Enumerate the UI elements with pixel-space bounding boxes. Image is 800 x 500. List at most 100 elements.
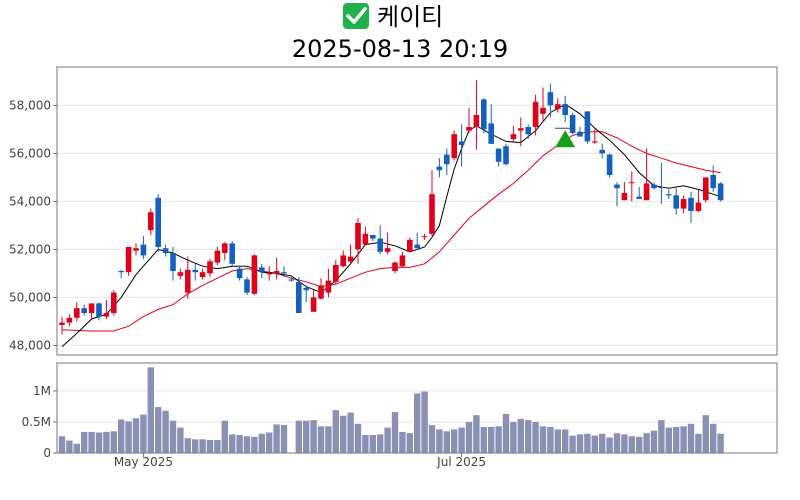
volume-bar: [710, 423, 717, 453]
candle-body: [473, 115, 480, 127]
volume-bar: [155, 407, 162, 453]
candle: [148, 208, 154, 235]
volume-bar: [465, 421, 473, 453]
candle: [273, 257, 280, 280]
candle-body: [133, 248, 139, 251]
candle: [347, 244, 354, 264]
candle-body: [658, 187, 665, 189]
candle: [81, 304, 87, 316]
volume-bar: [680, 426, 687, 453]
candle: [636, 187, 642, 199]
candle: [96, 302, 102, 321]
volume-bar: [584, 433, 591, 453]
candle: [621, 182, 628, 201]
candle: [288, 277, 295, 282]
volume-bar: [591, 435, 598, 453]
candle-body: [185, 269, 191, 293]
candle: [540, 87, 546, 123]
candle: [155, 194, 161, 252]
volume-bar: [169, 420, 177, 453]
candle-body: [207, 261, 213, 274]
candle-body: [244, 279, 250, 293]
candle: [643, 148, 650, 201]
candle-body: [74, 308, 80, 318]
candle-body: [125, 247, 132, 273]
company-name: 케이티: [377, 3, 443, 31]
volume-bar: [636, 436, 643, 453]
volume-bar: [251, 436, 258, 453]
candle-body: [251, 255, 258, 294]
candle: [695, 189, 702, 213]
volume-bar: [229, 434, 236, 453]
volume-bar: [325, 426, 332, 453]
candle-body: [584, 111, 591, 142]
candle: [688, 191, 694, 223]
volume-bar: [332, 410, 339, 453]
volume-bar: [310, 420, 317, 453]
candle: [222, 242, 228, 261]
candle-body: [170, 253, 176, 271]
volume-bar: [621, 434, 628, 453]
check-mark-icon-glyph: [346, 7, 367, 24]
candle-body: [555, 104, 561, 109]
candle: [140, 236, 147, 259]
candle: [266, 266, 272, 281]
volume-bar: [95, 432, 103, 453]
volume-bar: [451, 429, 458, 453]
volume-bar: [295, 420, 302, 453]
volume-bar: [495, 426, 502, 453]
volume-bar: [66, 440, 73, 453]
candle: [185, 256, 191, 299]
volume-bar: [369, 435, 376, 453]
candle-body: [273, 271, 280, 274]
volume-bar: [525, 420, 532, 453]
volume-bar: [717, 433, 724, 453]
volume-bar: [569, 435, 576, 453]
candle: [325, 268, 332, 298]
candle: [370, 235, 376, 241]
candle: [399, 251, 406, 268]
candle: [74, 302, 80, 322]
candle: [118, 269, 124, 279]
volume-bar: [391, 412, 399, 453]
volume-bar: [303, 420, 310, 453]
candle-body: [362, 233, 369, 245]
candle-body: [569, 115, 576, 133]
candle: [192, 263, 198, 281]
candle-body: [407, 239, 413, 252]
candle: [133, 243, 139, 256]
candle: [414, 232, 420, 249]
candle: [518, 117, 524, 147]
volume-bar: [221, 420, 228, 453]
buy-signal: [555, 127, 576, 148]
candle-body: [333, 265, 339, 282]
buy-signal-triangle: [555, 130, 576, 148]
candle-body: [599, 149, 605, 154]
candle: [473, 80, 480, 150]
price-panel: 48,000 50,000 52,000 54,000 56,000 58,000: [9, 66, 778, 356]
candle-body: [458, 141, 465, 145]
volume-bar: [532, 421, 539, 453]
candle-body: [614, 184, 620, 189]
candle-body: [510, 134, 517, 139]
x-tick-label: May 2025: [114, 455, 173, 469]
candle: [710, 165, 716, 192]
volume-bar: [576, 434, 584, 453]
volume-bar: [488, 426, 495, 453]
candle: [503, 143, 509, 166]
candle-body: [673, 195, 679, 209]
candle: [199, 268, 206, 280]
volume-plot-frame: [56, 362, 778, 454]
price-tick-label: 54,000: [9, 194, 51, 208]
candle: [59, 316, 65, 335]
candle-body: [451, 134, 457, 159]
x-tick-labels: May 2025 Jul 2025: [114, 453, 486, 469]
candle: [680, 195, 687, 214]
volume-bar: [88, 431, 95, 453]
candle-body: [488, 123, 494, 144]
candle: [562, 95, 568, 123]
volume-bar: [199, 439, 206, 453]
volume-bar: [273, 424, 280, 453]
candle-body: [303, 287, 309, 291]
